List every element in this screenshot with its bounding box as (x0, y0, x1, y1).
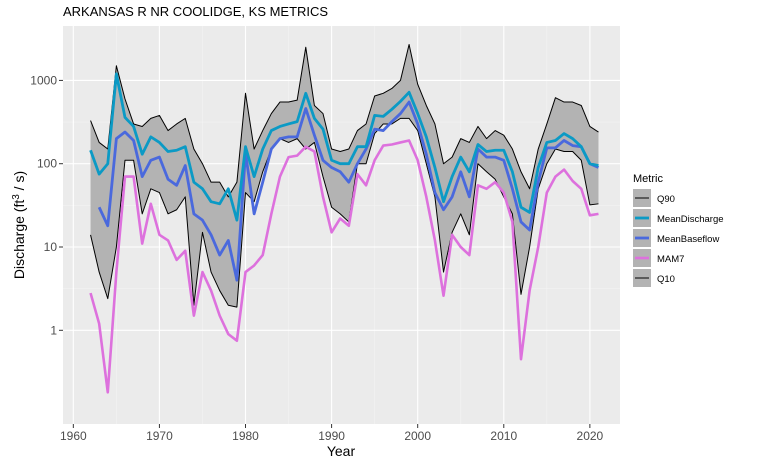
chart-title: ARKANSAS R NR COOLIDGE, KS METRICS (63, 4, 328, 19)
series-line-q90 (90, 43, 599, 198)
x-tick-label: 2010 (490, 429, 517, 443)
series-line-mam7 (89, 139, 599, 394)
y-axis-title-main: Discharge (ft (11, 200, 27, 279)
legend-label: MeanBaseflow (657, 234, 719, 245)
y-tick-label: 10 (44, 240, 58, 254)
x-tick-label: 1980 (232, 429, 259, 443)
x-tick-label: 1970 (146, 429, 173, 443)
x-tick-label: 1960 (60, 429, 87, 443)
legend-label: Q90 (657, 194, 675, 205)
series-lines-layer (89, 43, 600, 394)
y-tick-label: 1000 (30, 73, 57, 87)
y-axis-title-suffix: / s) (11, 171, 27, 194)
x-axis-title: Year (327, 443, 356, 459)
y-tick-label: 100 (37, 157, 57, 171)
y-tick-label: 1 (50, 323, 57, 337)
legend-label: MeanDischarge (657, 214, 724, 225)
series-line-meandischarge (89, 72, 599, 222)
series-line-meanbaseflow (97, 100, 600, 282)
x-tick-label: 2020 (577, 429, 604, 443)
x-tick-label: 1990 (318, 429, 345, 443)
y-axis-title-superscript: 3 (11, 194, 22, 200)
y-axis: 1 10 100 1000 (30, 73, 63, 337)
x-tick-label: 2000 (404, 429, 431, 443)
x-axis: 1960 1970 1980 1990 2000 2010 2020 (60, 424, 604, 443)
legend-label: MAM7 (657, 254, 684, 265)
y-axis-title: Discharge (ft3 / s) (11, 171, 27, 279)
legend-title: Metric (633, 173, 663, 185)
legend: Metric Q90 MeanDischarge MeanBaseflow MAM7 Q… (633, 173, 724, 287)
legend-label: Q10 (657, 274, 675, 285)
